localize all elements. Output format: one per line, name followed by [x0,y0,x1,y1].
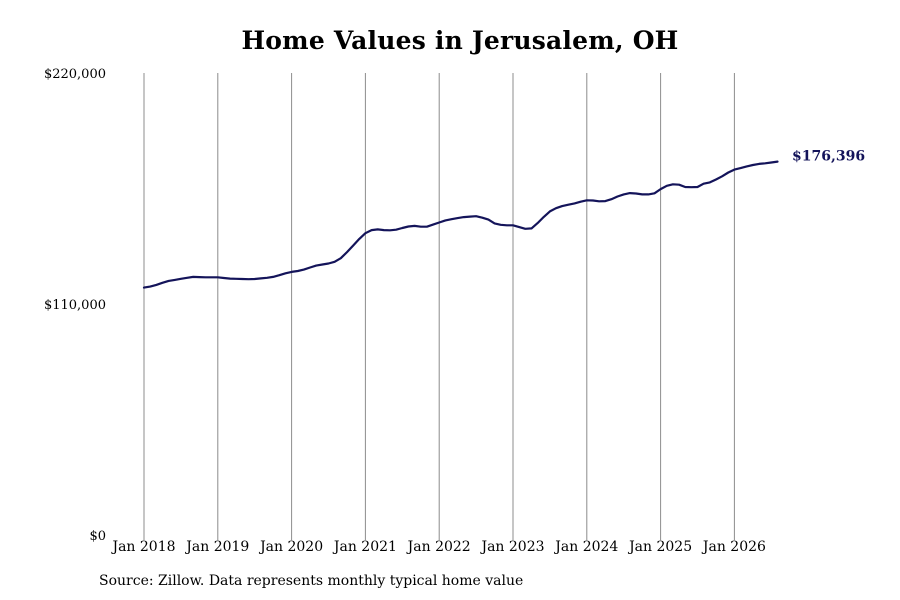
source-note: Source: Zillow. Data represents monthly … [99,573,524,589]
annotation-layer: $176,396 [792,149,865,165]
gridlines [143,73,735,540]
x-tick-label: Jan 2020 [258,539,323,555]
chart-title: Home Values in Jerusalem, OH [241,26,679,55]
x-tick-label: Jan 2026 [701,539,766,555]
x-tick-label: Jan 2025 [627,539,692,555]
end-value-label: $176,396 [792,149,865,165]
x-tick-label: Jan 2024 [553,539,618,555]
y-axis-ticks: $220,000 $110,000 $0 [44,67,106,544]
series-layer [142,160,779,289]
y-tick-label: $220,000 [44,67,106,82]
y-tick-label: $110,000 [44,298,106,313]
x-tick-label: Jan 2018 [110,539,175,555]
x-axis-ticks: Jan 2018 Jan 2019 Jan 2020 Jan 2021 Jan 2022… [110,539,766,555]
x-tick-label: Jan 2023 [479,539,544,555]
x-tick-label: Jan 2022 [406,539,471,555]
x-tick-label: Jan 2019 [184,539,249,555]
y-tick-label: $0 [89,529,106,544]
x-tick-label: Jan 2021 [332,539,397,555]
series-line [142,160,779,289]
